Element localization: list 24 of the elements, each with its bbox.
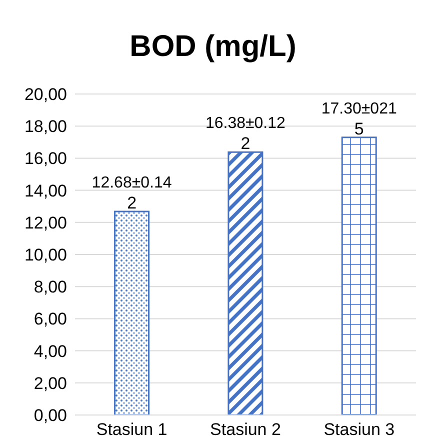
chart-title: BOD (mg/L) bbox=[128, 29, 298, 65]
data-label: 17.30±021 bbox=[321, 100, 397, 118]
x-tick-label: Stasiun 1 bbox=[96, 420, 168, 440]
annotation: 2 bbox=[127, 193, 137, 212]
y-tick-label: 8,00 bbox=[34, 278, 67, 297]
y-tick-label: 18,00 bbox=[24, 117, 67, 136]
data-label: 16.38±0.12 bbox=[205, 115, 286, 132]
x-tick-label: Stasiun 3 bbox=[324, 420, 395, 440]
y-tick-label: 16,00 bbox=[24, 149, 67, 168]
annotation: 5 bbox=[354, 119, 364, 138]
y-tick-label: 20,00 bbox=[24, 85, 67, 104]
y-tick-label: 10,00 bbox=[24, 246, 67, 265]
y-tick-label: 14,00 bbox=[24, 181, 67, 200]
x-tick-label: Stasiun 2 bbox=[210, 420, 281, 440]
y-tick-label: 12,00 bbox=[24, 213, 67, 232]
annotation: 2 bbox=[240, 134, 250, 154]
y-tick-label: 6,00 bbox=[34, 310, 67, 329]
data-label: 12.68±0.14 bbox=[92, 174, 172, 192]
bar bbox=[228, 151, 264, 415]
y-tick-label: 2,00 bbox=[34, 374, 67, 393]
bar bbox=[341, 136, 377, 415]
y-tick-label: 0,00 bbox=[34, 406, 67, 426]
y-tick-label: 4,00 bbox=[34, 342, 67, 361]
bar bbox=[114, 210, 150, 415]
